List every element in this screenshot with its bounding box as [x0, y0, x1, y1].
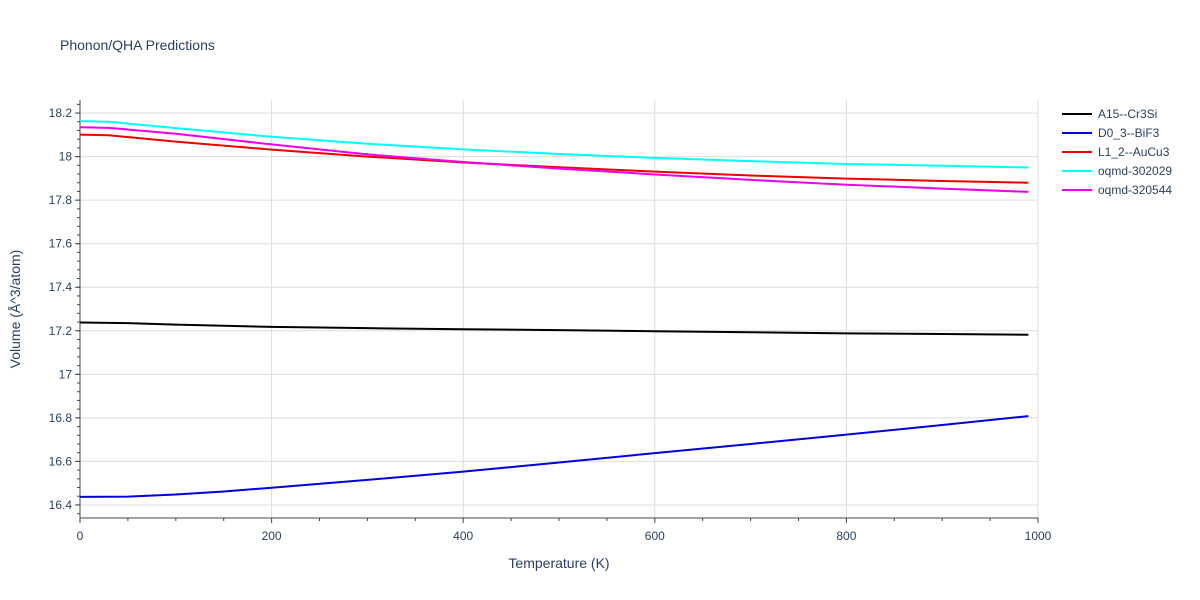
series-line: [79, 120, 1029, 169]
grid: [80, 100, 1039, 518]
legend[interactable]: A15--Cr3Si D0_3--BiF3 L1_2--AuCu3 oqmd-3020…: [1062, 107, 1172, 197]
y-tick-label: 17.2: [49, 324, 73, 338]
series-line: [79, 126, 1029, 193]
y-tick-label: 18.2: [49, 106, 73, 120]
y-tick-label: 17.6: [49, 237, 73, 251]
y-tick-label: 17.4: [49, 280, 73, 294]
legend-item[interactable]: oqmd-320544: [1062, 183, 1172, 197]
y-tick-label: 17: [59, 367, 73, 381]
x-tick-label: 200: [262, 529, 282, 543]
series-line: [79, 133, 1029, 184]
legend-item[interactable]: oqmd-302029: [1062, 164, 1172, 178]
x-axis-title: Temperature (K): [508, 555, 609, 571]
legend-label: L1_2--AuCu3: [1098, 145, 1170, 159]
y-tick-label: 16.6: [49, 454, 73, 468]
series-line: [79, 415, 1029, 498]
legend-label: A15--Cr3Si: [1098, 107, 1157, 121]
series-line: [79, 321, 1029, 336]
x-tick-label: 400: [453, 529, 473, 543]
legend-item[interactable]: D0_3--BiF3: [1062, 126, 1160, 140]
y-axis-title: Volume (Å^3/atom): [7, 250, 23, 369]
x-tick-label: 1000: [1025, 529, 1052, 543]
axes: 0 200 400 600 800 1000 16.4 16.6 16.8 17 17.2 17.4 1…: [49, 100, 1052, 543]
y-tick-label: 16.8: [49, 411, 73, 425]
series-lines: [79, 120, 1029, 498]
legend-item[interactable]: L1_2--AuCu3: [1062, 145, 1170, 159]
legend-label: oqmd-320544: [1098, 183, 1172, 197]
y-tick-label: 18: [59, 150, 73, 164]
legend-label: D0_3--BiF3: [1098, 126, 1160, 140]
chart-title: Phonon/QHA Predictions: [60, 37, 215, 53]
y-tick-label: 17.8: [49, 193, 73, 207]
x-tick-label: 0: [77, 529, 84, 543]
legend-item[interactable]: A15--Cr3Si: [1062, 107, 1157, 121]
legend-label: oqmd-302029: [1098, 164, 1172, 178]
x-tick-label: 600: [645, 529, 665, 543]
x-tick-label: 800: [836, 529, 856, 543]
y-tick-label: 16.4: [49, 498, 73, 512]
